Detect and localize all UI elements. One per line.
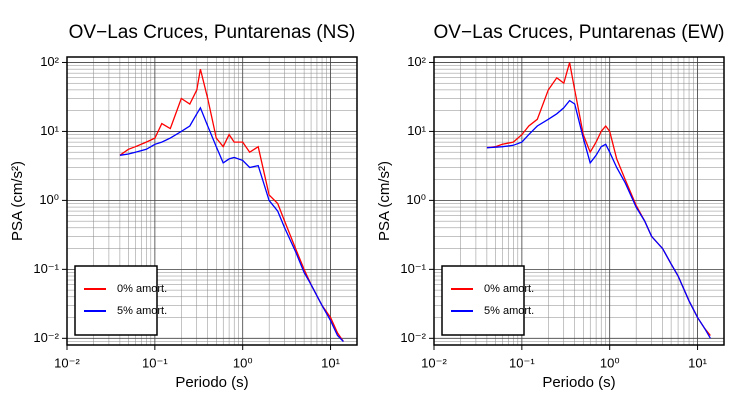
plot-frame — [66, 56, 358, 346]
legend-box — [441, 265, 525, 336]
legend-label: 5% amort. — [484, 305, 534, 317]
y-tick-label: 10⁻¹ — [400, 261, 426, 276]
legend: 0% amort. 5% amort. — [74, 265, 167, 336]
chart-title: OV−Las Cruces, Puntarenas (EW) — [434, 22, 725, 43]
y-tick-label: 10⁰ — [39, 192, 59, 207]
y-axis-label: PSA (cm/s²) — [376, 161, 393, 241]
series-line — [486, 99, 711, 339]
legend-label: 0% amort. — [484, 283, 534, 295]
y-tick-label: 10⁰ — [406, 192, 426, 207]
y-axis-label: PSA (cm/s²) — [9, 161, 26, 241]
x-tick-label: 10¹ — [688, 355, 707, 370]
x-tick-label: 10⁻¹ — [509, 355, 535, 370]
legend: 0% amort. 5% amort. — [441, 265, 534, 336]
x-axis-label: Periodo (s) — [542, 374, 615, 391]
x-tick-label: 10⁰ — [600, 355, 620, 370]
y-tick-label: 10¹ — [407, 123, 426, 138]
series-line — [119, 68, 344, 342]
y-tick-label: 10⁻¹ — [33, 261, 59, 276]
x-tick-label: 10⁻² — [421, 355, 447, 370]
chart-title: OV−Las Cruces, Puntarenas (NS) — [69, 22, 356, 43]
x-tick-label: 10¹ — [321, 355, 340, 370]
legend-label: 0% amort. — [117, 283, 167, 295]
y-tick-label: 10² — [40, 54, 59, 69]
y-tick-label: 10⁻² — [33, 330, 59, 345]
legend-label: 5% amort. — [117, 305, 167, 317]
y-tick-label: 10² — [407, 54, 426, 69]
x-axis-label: Periodo (s) — [175, 374, 248, 391]
x-tick-label: 10⁻¹ — [142, 355, 168, 370]
y-tick-label: 10¹ — [40, 123, 59, 138]
x-tick-label: 10⁰ — [233, 355, 253, 370]
x-tick-label: 10⁻² — [54, 355, 80, 370]
series-line — [119, 106, 344, 342]
plot-frame — [433, 56, 725, 346]
y-tick-label: 10⁻² — [400, 330, 426, 345]
legend-box — [74, 265, 158, 336]
